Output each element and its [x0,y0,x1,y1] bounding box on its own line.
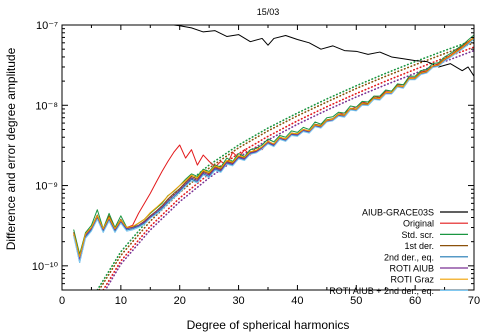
series-line-7 [73,38,474,264]
x-tick-label: 50 [350,295,362,307]
y-axis-label: Difference and error degree amplitude [4,47,18,250]
series-line-10 [102,46,474,290]
x-tick-label: 30 [232,295,244,307]
x-tick-label: 10 [115,295,127,307]
y-tick-label: 10⁻¹⁰ [32,261,59,273]
plot-area [73,25,474,290]
x-axis-label: Degree of spherical harmonics [187,318,350,332]
series-line-4 [73,37,474,264]
x-tick-label: 0 [59,295,65,307]
legend-label: ROTI AIUB + 2nd der., eq. [329,286,434,296]
legend-label: Std. scr. [401,230,434,240]
y-tick-label: 10⁻⁸ [35,100,58,112]
chart-title: 15/03 [257,7,280,17]
x-tick-label: 70 [468,295,480,307]
legend-label: ROTI Graz [390,275,434,285]
series-line-6 [73,37,474,258]
axes: 0 10 20 30 40 50 60 70 10⁻¹⁰ 10⁻⁹ 10⁻⁸ 10⁻⁷ [32,20,480,307]
series-line-11 [104,49,474,290]
y-tick-label: 10⁻⁹ [35,181,58,193]
series-line-0 [173,25,474,77]
series-line-9 [98,42,474,290]
x-tick-label: 20 [174,295,186,307]
x-tick-label: 60 [409,295,421,307]
x-tick-label: 40 [291,295,303,307]
y-tick-label: 10⁻⁷ [36,20,58,32]
legend-label: 1st der. [404,241,434,251]
series-line-8 [96,39,474,290]
legend-label: Original [403,219,434,229]
legend-label: AIUB-GRACE03S [362,208,434,218]
legend-label: 2nd der., eq. [384,252,434,262]
legend-label: ROTI AIUB [389,264,434,274]
